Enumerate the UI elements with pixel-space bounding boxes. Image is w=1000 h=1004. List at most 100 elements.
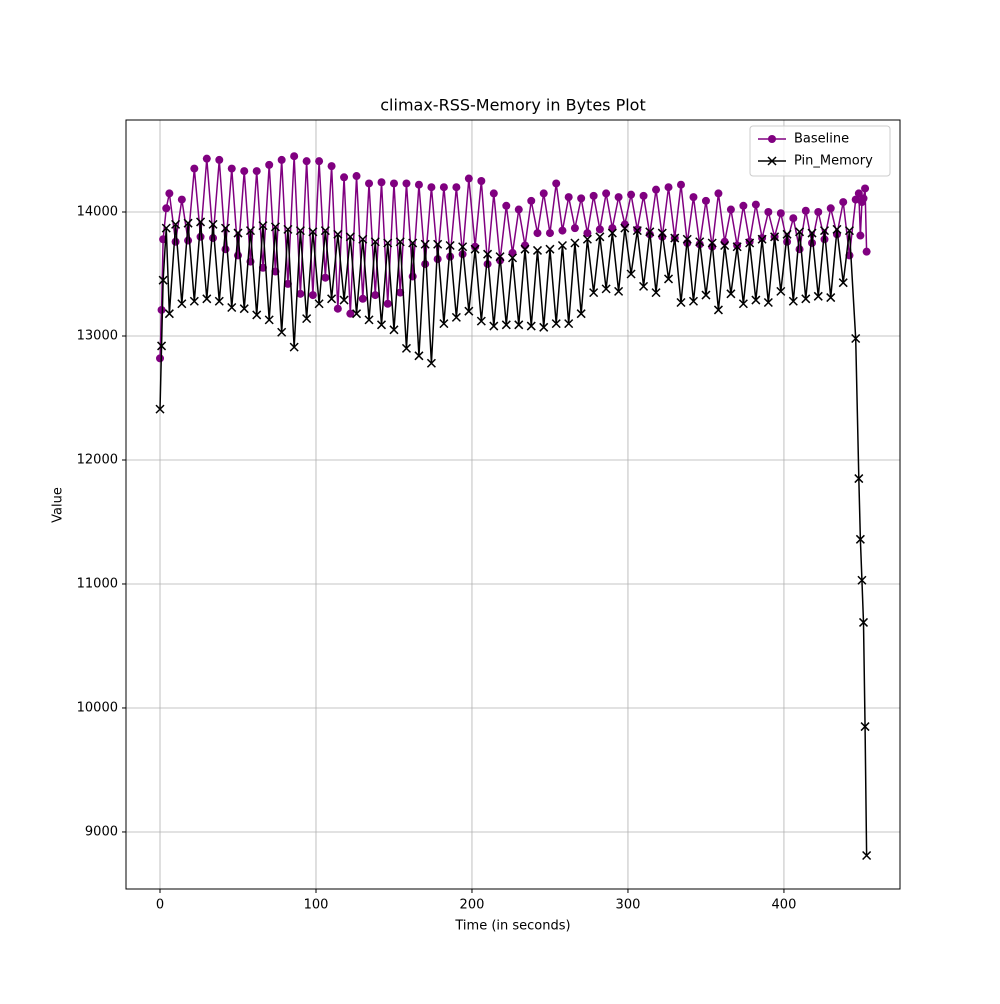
marker [713, 305, 723, 315]
marker [346, 309, 355, 318]
y-tick-label: 11000 [77, 576, 118, 591]
marker [626, 269, 636, 279]
marker [801, 206, 810, 215]
marker [240, 167, 249, 176]
marker [839, 198, 848, 207]
marker [856, 231, 865, 240]
marker [165, 189, 174, 198]
marker [258, 221, 268, 231]
marker [396, 288, 405, 297]
marker [190, 164, 199, 173]
marker [826, 204, 835, 213]
marker [489, 189, 498, 198]
marker [308, 227, 318, 237]
marker [401, 343, 411, 353]
marker [427, 183, 436, 192]
marker [433, 239, 443, 249]
marker [707, 238, 717, 248]
marker [184, 236, 193, 245]
marker [726, 289, 736, 299]
marker [861, 184, 870, 193]
marker [614, 193, 623, 202]
marker [795, 245, 804, 254]
marker [470, 244, 480, 254]
marker [558, 226, 567, 235]
marker [532, 245, 543, 255]
marker [688, 296, 699, 306]
marker [164, 309, 174, 319]
marker [545, 229, 554, 238]
marker [620, 223, 630, 233]
marker [414, 180, 423, 189]
marker [595, 232, 605, 242]
marker [545, 244, 555, 254]
marker [607, 228, 617, 238]
marker [689, 193, 698, 202]
marker [464, 174, 473, 183]
marker [614, 286, 624, 296]
marker [701, 196, 710, 205]
marker [745, 238, 755, 248]
marker [426, 358, 436, 368]
marker [819, 226, 830, 236]
marker [320, 226, 330, 236]
marker [664, 183, 673, 192]
marker [408, 238, 418, 248]
marker [389, 179, 398, 188]
marker [158, 275, 168, 285]
marker [155, 404, 165, 414]
marker [601, 284, 611, 294]
marker [177, 195, 186, 204]
marker [162, 204, 171, 213]
marker [196, 217, 206, 227]
marker [476, 316, 486, 326]
marker [726, 205, 735, 214]
marker [855, 534, 865, 544]
marker [767, 156, 777, 166]
marker [552, 179, 561, 188]
marker [477, 177, 486, 186]
marker [663, 274, 674, 284]
marker [420, 239, 430, 249]
marker [458, 242, 468, 252]
marker [157, 305, 166, 314]
marker [245, 226, 256, 236]
marker [682, 234, 692, 244]
marker [370, 237, 380, 247]
marker [277, 155, 286, 164]
marker [514, 320, 524, 330]
marker [564, 193, 573, 202]
marker [514, 205, 523, 214]
marker [452, 183, 461, 192]
marker [252, 310, 262, 320]
marker [527, 196, 536, 205]
marker [395, 237, 405, 247]
marker [633, 225, 642, 234]
plot-frame [125, 119, 901, 890]
marker [844, 226, 854, 236]
marker [813, 291, 823, 301]
marker [239, 304, 249, 314]
marker [695, 237, 705, 247]
marker [745, 237, 754, 246]
x-tick-label: 400 [772, 898, 797, 913]
x-axis-label: Time (in seconds) [454, 919, 570, 934]
marker [171, 219, 181, 229]
marker [789, 214, 798, 223]
marker [208, 219, 218, 229]
marker [283, 224, 293, 234]
marker [315, 157, 324, 166]
marker [308, 291, 317, 300]
marker [639, 281, 649, 291]
marker [651, 288, 661, 298]
marker [157, 341, 167, 351]
marker [371, 291, 380, 300]
y-tick-label: 10000 [77, 700, 118, 715]
marker [495, 252, 505, 262]
marker [214, 296, 224, 306]
marker [352, 309, 362, 319]
marker [859, 194, 868, 203]
marker [352, 172, 361, 181]
marker [732, 242, 742, 252]
